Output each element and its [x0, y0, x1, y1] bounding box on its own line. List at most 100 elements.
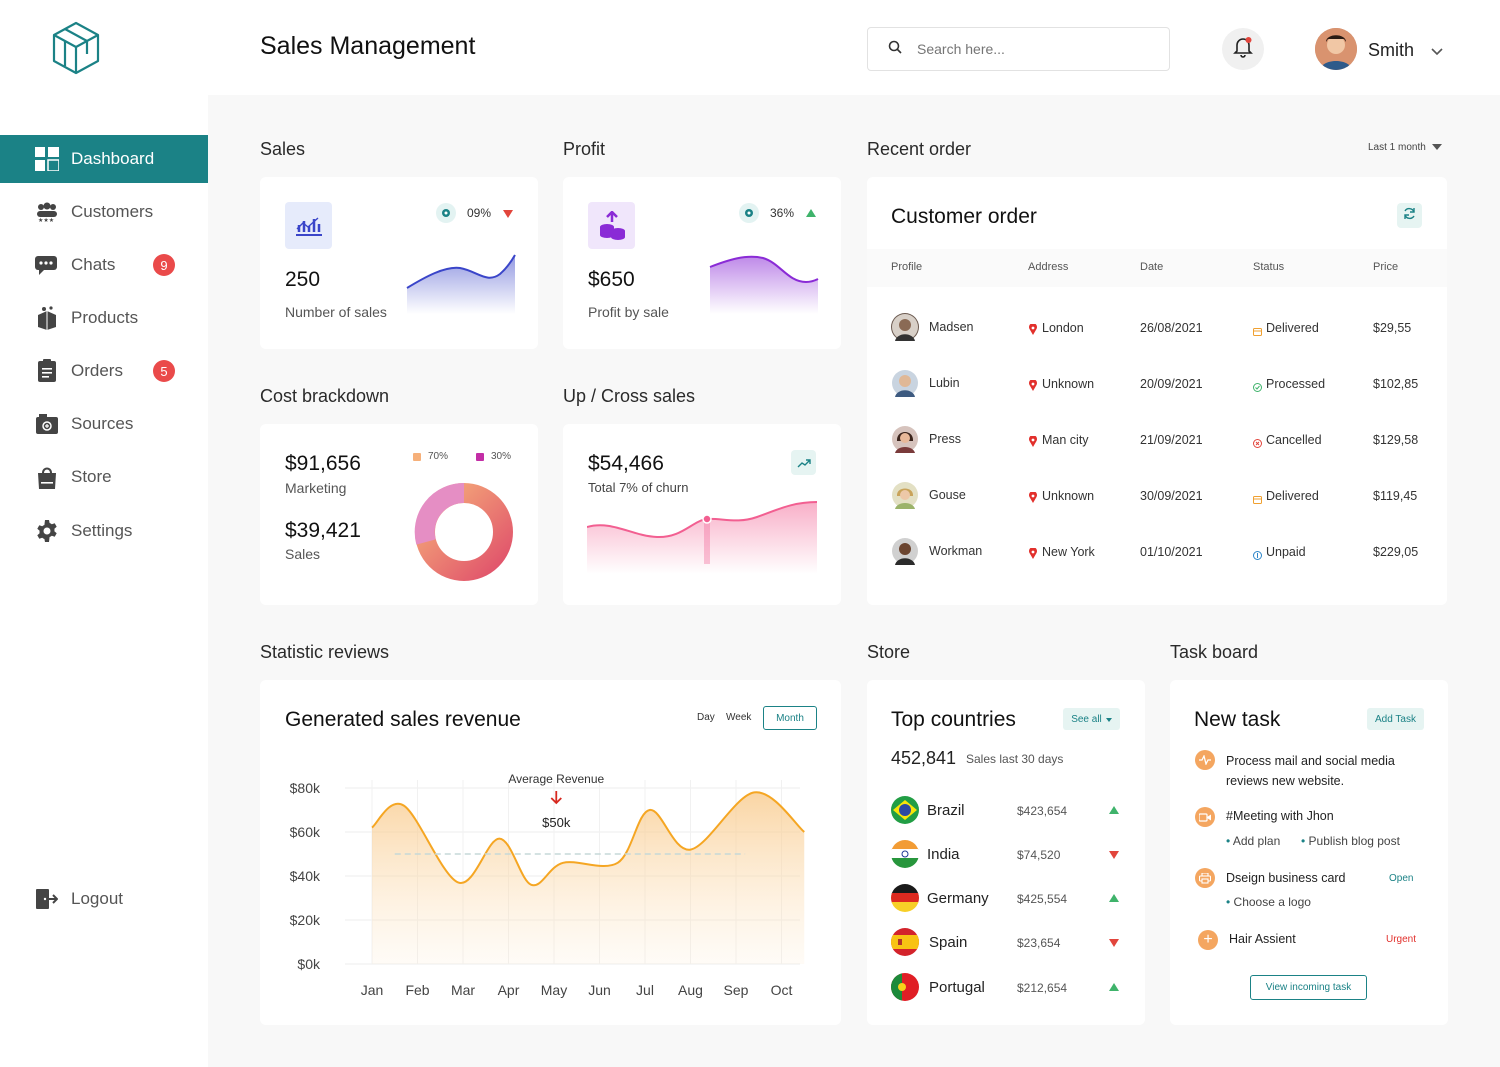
refresh-icon: [1403, 207, 1416, 225]
profit-section-title: Profit: [563, 139, 606, 159]
country-row[interactable]: Spain $23,654: [867, 927, 1145, 957]
revenue-chart: $80k $60k $40k $20k $0k Jan Feb Mar Apr May Jun Jul…: [290, 772, 805, 998]
price: $29,55: [1373, 321, 1412, 335]
search-box[interactable]: [867, 27, 1170, 71]
marketing-label: Marketing: [285, 480, 347, 496]
printer-icon: [1195, 868, 1215, 888]
sidebar-item-store[interactable]: Store: [0, 453, 208, 501]
avatar: [891, 481, 919, 509]
countries-title: Top countries: [891, 708, 1016, 731]
sidebar-item-settings[interactable]: Settings: [0, 507, 208, 555]
tab-week[interactable]: Week: [726, 712, 752, 723]
user-name: Smith: [1368, 40, 1415, 60]
avatar[interactable]: [1315, 28, 1357, 70]
x-tick-label: Mar: [451, 982, 475, 998]
add-task-button[interactable]: Add Task: [1367, 708, 1424, 730]
trend-down-icon: [503, 210, 513, 218]
countries-total: 452,841: [891, 748, 957, 768]
brazil-flag-icon: [891, 796, 919, 824]
pin-icon: [1029, 322, 1037, 340]
sidebar-item-label: Sources: [71, 414, 134, 433]
cost-card: $91,656 Marketing $39,421 Sales 70% 30%: [260, 424, 538, 605]
profit-sparkline: [709, 255, 819, 314]
pin-icon: [1029, 546, 1037, 564]
country-name: India: [927, 846, 960, 863]
table-row[interactable]: Workman New York 01/10/2021 Unpaid $229,…: [867, 531, 1447, 571]
task-3-sub: • Choose a logo: [1226, 895, 1311, 909]
sidebar-item-chats[interactable]: Chats 9: [0, 241, 208, 289]
task-4-text[interactable]: Hair Assient: [1229, 932, 1296, 946]
sales-label: Number of sales: [285, 304, 387, 320]
avatar: [891, 537, 919, 565]
logout-button[interactable]: Logout: [0, 875, 208, 923]
table-row[interactable]: Lubin Unknown 20/09/2021 Processed $102,…: [867, 363, 1447, 403]
trend-up-icon: [1109, 894, 1119, 902]
customer-name: Gouse: [929, 488, 966, 502]
trending-icon[interactable]: [791, 450, 816, 475]
recent-section-title: Recent order: [867, 139, 972, 159]
x-tick-label: Jan: [361, 982, 384, 998]
sidebar-item-dashboard[interactable]: Dashboard: [0, 135, 208, 183]
period-dropdown[interactable]: Last 1 month: [1368, 142, 1442, 153]
profit-card: 36% $650 Profit by sale: [563, 177, 841, 349]
country-value: $23,654: [1017, 936, 1061, 950]
task-2-text[interactable]: #Meeting with Jhon: [1226, 809, 1334, 823]
sidebar: Dashboard ★★★ Customers Chats 9 Products…: [0, 0, 208, 1067]
search-input[interactable]: [917, 41, 1137, 57]
table-row[interactable]: Press Man city 21/09/2021 Cancelled $129…: [867, 419, 1447, 459]
price: $102,85: [1373, 377, 1419, 391]
see-all-button[interactable]: See all: [1063, 708, 1120, 730]
status: Unpaid: [1266, 545, 1306, 559]
chats-icon: [35, 253, 59, 277]
table-row[interactable]: Gouse Unknown 30/09/2021 Delivered $119,…: [867, 475, 1447, 515]
sidebar-item-customers[interactable]: ★★★ Customers: [0, 188, 208, 236]
activity-icon: [1195, 750, 1215, 770]
task-3-text[interactable]: Dseign business card: [1226, 871, 1346, 885]
india-flag-icon: [891, 840, 919, 868]
country-row[interactable]: India $74,520: [867, 839, 1145, 869]
settings-icon: [35, 519, 59, 543]
task-2-sub-2: • Publish blog post: [1301, 834, 1400, 848]
notification-button[interactable]: [1222, 28, 1264, 70]
country-row[interactable]: Portugal $212,654: [867, 972, 1145, 1002]
legend-b: 30%: [491, 451, 512, 462]
avatar: [891, 369, 919, 397]
x-tick-label: Jun: [588, 982, 611, 998]
subtask-label: Add plan: [1232, 834, 1281, 848]
country-name: Germany: [927, 890, 989, 907]
country-name: Portugal: [929, 979, 985, 996]
refresh-button[interactable]: [1397, 203, 1422, 228]
x-tick-label: Sep: [724, 982, 749, 998]
status: Delivered: [1266, 489, 1319, 503]
svg-text:★★★: ★★★: [38, 217, 54, 222]
address: London: [1042, 321, 1084, 335]
view-incoming-task-button[interactable]: View incoming task: [1250, 975, 1367, 1000]
trend-up-icon: [806, 209, 816, 217]
x-tick-label: May: [541, 982, 567, 998]
task-1-text[interactable]: Process mail and social media reviews ne…: [1226, 754, 1395, 788]
chevron-down-icon[interactable]: [1430, 44, 1444, 62]
x-tick-label: Apr: [498, 982, 520, 998]
sidebar-item-label: Chats: [71, 255, 116, 274]
table-row[interactable]: Madsen London 26/08/2021 Delivered $29,5…: [867, 307, 1447, 347]
sales-chart-icon: [285, 202, 332, 249]
date: 21/09/2021: [1140, 433, 1203, 447]
chats-badge: 9: [153, 254, 175, 276]
cost-sales-label: Sales: [285, 546, 321, 562]
tab-month[interactable]: Month: [763, 706, 817, 730]
profit-label: Profit by sale: [588, 304, 669, 320]
period-label: Last 1 month: [1368, 142, 1426, 153]
video-icon: [1195, 807, 1215, 827]
tab-day[interactable]: Day: [697, 712, 715, 723]
country-row[interactable]: Brazil $423,654: [867, 795, 1145, 825]
sidebar-item-orders[interactable]: Orders 5: [0, 347, 208, 395]
sidebar-item-products[interactable]: Products: [0, 294, 208, 342]
processed-icon: [1253, 379, 1262, 397]
date: 01/10/2021: [1140, 545, 1203, 559]
trend-down-icon: [1109, 851, 1119, 859]
avatar: [891, 425, 919, 453]
store-icon: [35, 465, 59, 489]
country-row[interactable]: Germany $425,554: [867, 883, 1145, 913]
sidebar-item-sources[interactable]: Sources: [0, 400, 208, 448]
country-value: $423,654: [1017, 804, 1068, 818]
